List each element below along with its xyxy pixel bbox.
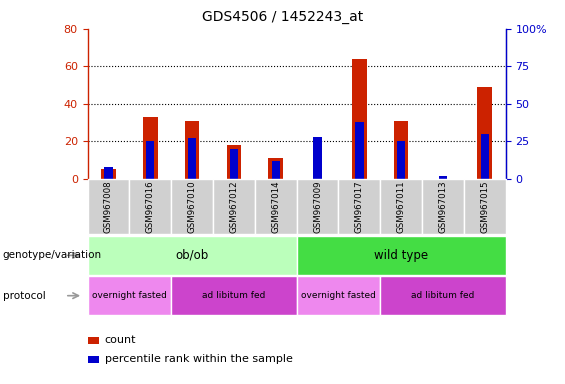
Bar bbox=[272, 161, 280, 179]
Text: percentile rank within the sample: percentile rank within the sample bbox=[105, 354, 293, 364]
Bar bbox=[355, 122, 363, 179]
Text: GSM967011: GSM967011 bbox=[397, 180, 406, 233]
Bar bbox=[230, 149, 238, 179]
Bar bbox=[101, 169, 116, 179]
Bar bbox=[143, 117, 158, 179]
Text: wild type: wild type bbox=[374, 249, 428, 262]
Text: GSM967009: GSM967009 bbox=[313, 180, 322, 233]
Text: count: count bbox=[105, 335, 136, 345]
Bar bbox=[268, 158, 283, 179]
Bar bbox=[397, 141, 405, 179]
Text: GSM967010: GSM967010 bbox=[188, 180, 197, 233]
Text: genotype/variation: genotype/variation bbox=[3, 250, 102, 260]
Text: GSM967008: GSM967008 bbox=[104, 180, 113, 233]
Bar bbox=[314, 137, 321, 179]
Bar bbox=[394, 121, 408, 179]
Bar bbox=[439, 175, 447, 179]
Text: GSM967013: GSM967013 bbox=[438, 180, 447, 233]
Bar bbox=[185, 121, 199, 179]
Bar bbox=[146, 141, 154, 179]
Text: GSM967015: GSM967015 bbox=[480, 180, 489, 233]
Text: GSM967016: GSM967016 bbox=[146, 180, 155, 233]
Bar bbox=[105, 167, 112, 179]
Text: overnight fasted: overnight fasted bbox=[301, 291, 376, 300]
Bar bbox=[481, 134, 489, 179]
Text: GSM967014: GSM967014 bbox=[271, 180, 280, 233]
Text: GSM967012: GSM967012 bbox=[229, 180, 238, 233]
Text: ob/ob: ob/ob bbox=[176, 249, 208, 262]
Bar bbox=[477, 87, 492, 179]
Text: GDS4506 / 1452243_at: GDS4506 / 1452243_at bbox=[202, 10, 363, 23]
Text: ad libitum fed: ad libitum fed bbox=[202, 291, 266, 300]
Bar bbox=[352, 59, 367, 179]
Text: overnight fasted: overnight fasted bbox=[92, 291, 167, 300]
Text: protocol: protocol bbox=[3, 291, 46, 301]
Text: GSM967017: GSM967017 bbox=[355, 180, 364, 233]
Bar bbox=[227, 145, 241, 179]
Text: ad libitum fed: ad libitum fed bbox=[411, 291, 475, 300]
Bar bbox=[188, 138, 196, 179]
